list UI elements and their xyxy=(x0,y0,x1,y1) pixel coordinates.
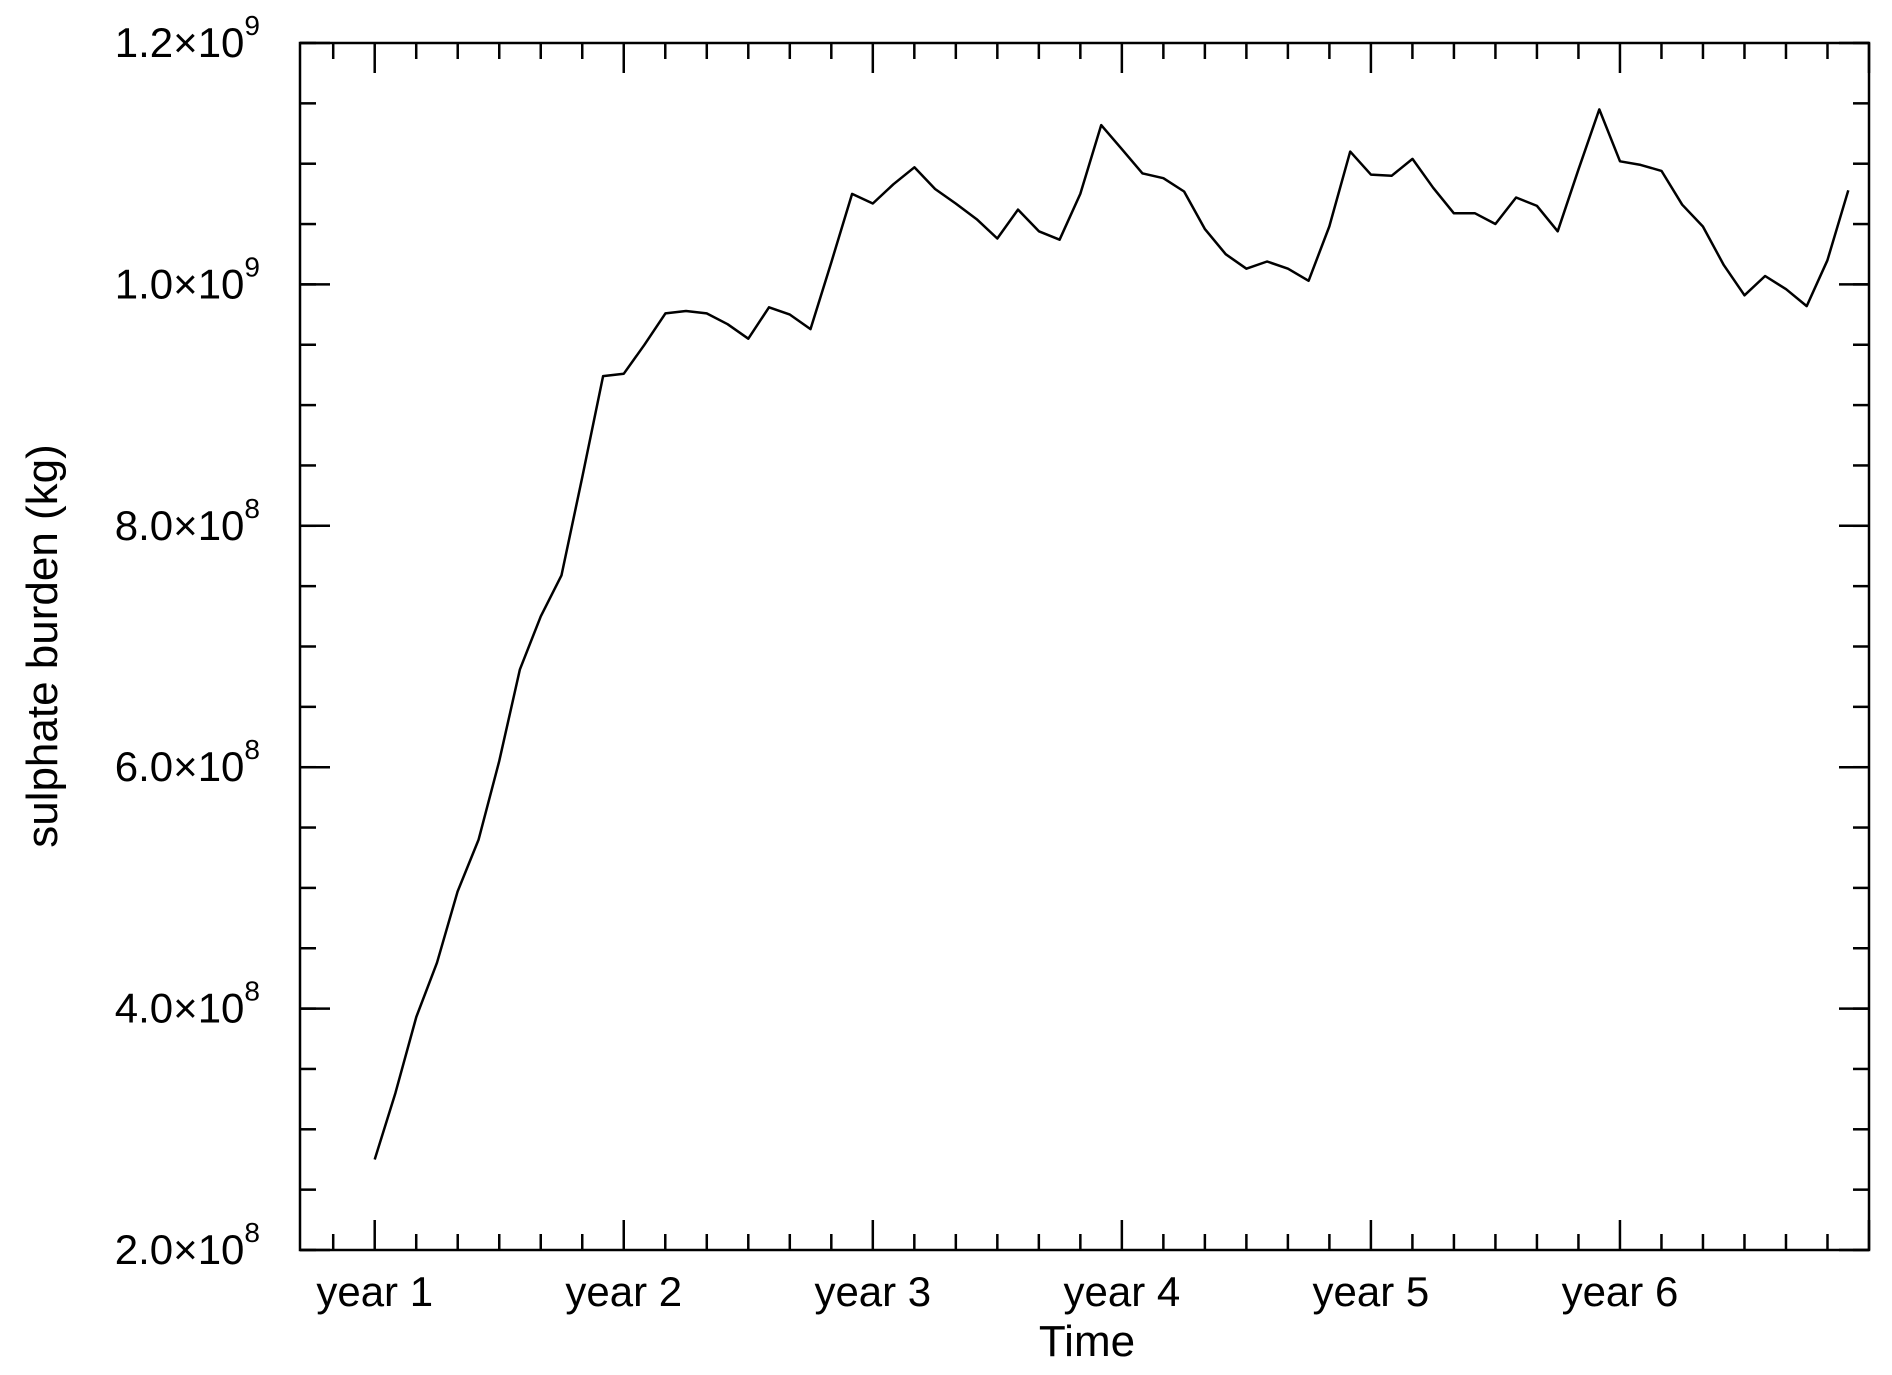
x-tick-label: year 2 xyxy=(565,1268,682,1315)
y-tick-label: 2.0×108 xyxy=(115,1217,260,1273)
y-tick-label: 1.0×109 xyxy=(115,251,260,307)
x-tick-label: year 5 xyxy=(1313,1268,1430,1315)
x-axis-title: Time xyxy=(1039,1317,1135,1366)
y-tick-label: 1.2×109 xyxy=(115,10,260,66)
x-ticks xyxy=(331,43,1871,1250)
y-tick-label: 6.0×108 xyxy=(115,734,260,790)
x-tick-label: year 6 xyxy=(1562,1268,1679,1315)
series-line xyxy=(373,108,1850,1160)
y-tick-labels: 2.0×108 4.0×108 6.0×108 8.0×108 1.0×109 1.2×1… xyxy=(115,10,260,1273)
y-tick-label: 8.0×108 xyxy=(115,493,260,549)
x-tick-labels: year 1 year 2 year 3 year 4 year 5 year 6 xyxy=(316,1268,1678,1315)
y-tick-label: 4.0×108 xyxy=(115,976,260,1032)
y-major-ticks xyxy=(300,41,1869,1252)
y-axis-title: sulphate burden (kg) xyxy=(18,444,67,848)
x-tick-label: year 3 xyxy=(814,1268,931,1315)
plot-frame xyxy=(298,41,1871,1252)
y-minor-ticks xyxy=(300,41,1869,1252)
x-tick-label: year 1 xyxy=(316,1268,433,1315)
x-tick-label: year 4 xyxy=(1063,1268,1180,1315)
